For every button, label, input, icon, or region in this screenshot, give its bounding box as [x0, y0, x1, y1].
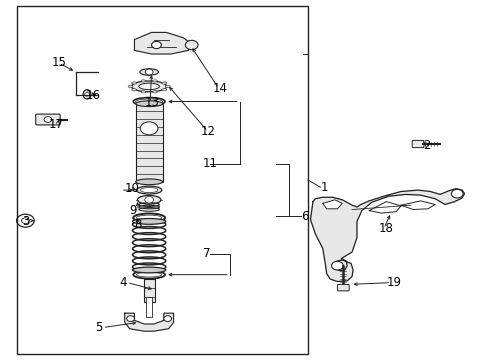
Ellipse shape: [83, 90, 91, 99]
Ellipse shape: [162, 89, 166, 91]
Ellipse shape: [141, 91, 145, 93]
Polygon shape: [322, 200, 342, 209]
Circle shape: [126, 316, 134, 321]
Text: 18: 18: [378, 222, 393, 235]
Circle shape: [144, 197, 153, 203]
Ellipse shape: [162, 82, 166, 84]
Text: 15: 15: [51, 57, 66, 69]
Text: 10: 10: [124, 183, 139, 195]
Text: 13: 13: [144, 96, 159, 109]
Circle shape: [145, 69, 153, 75]
Bar: [146, 297, 152, 317]
Ellipse shape: [152, 91, 157, 93]
Text: 8: 8: [134, 219, 142, 231]
Ellipse shape: [131, 82, 136, 84]
Circle shape: [331, 261, 343, 270]
Ellipse shape: [128, 85, 133, 87]
FancyBboxPatch shape: [337, 284, 348, 291]
Text: 16: 16: [85, 89, 101, 102]
Text: 7: 7: [203, 247, 210, 260]
Ellipse shape: [139, 83, 159, 90]
Ellipse shape: [152, 80, 157, 82]
Circle shape: [140, 122, 158, 135]
Circle shape: [163, 316, 171, 321]
Bar: [17, 6, 307, 354]
Ellipse shape: [131, 89, 136, 91]
Text: 6: 6: [300, 210, 307, 222]
Ellipse shape: [131, 81, 166, 92]
Ellipse shape: [132, 267, 165, 273]
Ellipse shape: [137, 195, 161, 204]
Ellipse shape: [140, 69, 158, 75]
Circle shape: [44, 117, 52, 122]
Text: 14: 14: [212, 82, 227, 95]
Ellipse shape: [165, 85, 170, 87]
Polygon shape: [124, 313, 173, 331]
Text: 12: 12: [200, 125, 215, 138]
Polygon shape: [134, 32, 190, 54]
Text: 5: 5: [95, 321, 102, 334]
Text: 17: 17: [49, 118, 64, 131]
Polygon shape: [400, 201, 434, 210]
Polygon shape: [310, 189, 464, 282]
Bar: [143, 279, 154, 302]
Text: 3: 3: [22, 215, 29, 228]
Circle shape: [84, 93, 89, 96]
Ellipse shape: [136, 186, 162, 194]
FancyBboxPatch shape: [411, 140, 423, 148]
Circle shape: [450, 189, 462, 198]
Ellipse shape: [136, 179, 162, 185]
Circle shape: [151, 41, 161, 49]
Polygon shape: [368, 202, 400, 213]
Ellipse shape: [140, 188, 158, 193]
Bar: [135, 104, 162, 182]
Text: 4: 4: [120, 276, 127, 289]
Ellipse shape: [141, 80, 145, 82]
Ellipse shape: [136, 101, 162, 107]
Text: 9: 9: [129, 204, 137, 217]
FancyBboxPatch shape: [36, 114, 60, 125]
Text: 2: 2: [422, 139, 429, 152]
Text: 19: 19: [386, 276, 401, 289]
Text: 11: 11: [203, 157, 218, 170]
Ellipse shape: [132, 219, 165, 224]
Circle shape: [185, 40, 198, 50]
Text: 1: 1: [320, 181, 327, 194]
